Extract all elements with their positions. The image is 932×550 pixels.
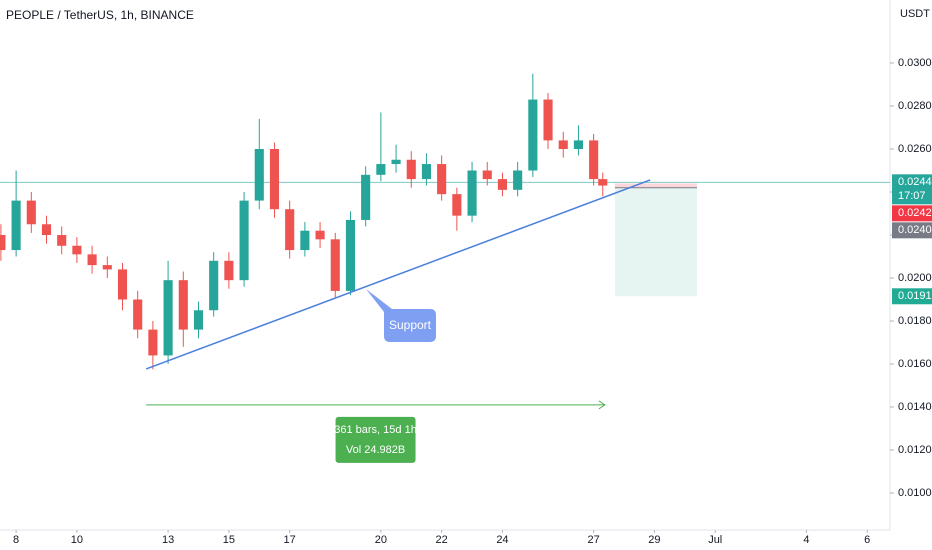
x-tick-label: 24: [496, 534, 508, 546]
candle-body: [285, 209, 295, 251]
candle-body: [57, 235, 67, 246]
x-tick-label: 20: [375, 534, 387, 546]
range-text: Vol 24.982B: [346, 444, 405, 456]
candle-body: [300, 230, 310, 251]
x-tick-label: 15: [223, 534, 235, 546]
x-tick-label: 8: [13, 534, 19, 546]
candle-body: [513, 170, 523, 190]
x-tick-label: 6: [864, 534, 870, 546]
candle-body: [193, 310, 204, 330]
candle-body: [26, 200, 36, 225]
candle-body: [406, 159, 416, 180]
candle-body: [315, 230, 325, 240]
candle-body: [148, 329, 158, 356]
candle-body: [87, 254, 97, 266]
candle-body: [497, 179, 508, 190]
candle-body: [361, 174, 371, 220]
price-label: 0.02445: [898, 176, 932, 188]
currency-label: USDT: [900, 8, 930, 20]
price-label-box: [892, 205, 932, 222]
x-tick-label: 10: [71, 534, 83, 546]
support-line: [145, 179, 651, 370]
price-label-box: [892, 174, 932, 205]
candle-body: [543, 99, 553, 141]
target-zone: [614, 187, 697, 297]
candle-body: [72, 245, 82, 255]
candle-body: [209, 260, 219, 311]
candle-body: [254, 149, 264, 201]
stop-zone: [614, 183, 697, 188]
candle-body: [452, 194, 462, 216]
candle-body: [528, 99, 538, 171]
candle-body: [269, 149, 280, 210]
candle-body: [558, 140, 568, 150]
candle-body: [437, 164, 447, 195]
price-label: 0.02404: [898, 224, 932, 236]
candle-body: [102, 265, 112, 270]
callout-box: [366, 289, 436, 342]
candle-body: [330, 239, 340, 291]
candle-body: [391, 159, 401, 165]
range-arrow: [598, 400, 606, 410]
price-label: 0.02429: [898, 207, 932, 219]
callout-text: Support: [389, 318, 432, 332]
x-tick-label: 4: [803, 534, 809, 546]
chart-title: PEOPLE / TetherUS, 1h, BINANCE: [6, 8, 194, 22]
candle-body: [239, 200, 249, 281]
candle-body: [573, 140, 583, 150]
candle-body: [376, 164, 386, 175]
candle-body: [178, 280, 188, 330]
candle-body: [598, 179, 608, 186]
x-tick-label: 22: [436, 534, 448, 546]
candle-body: [117, 269, 128, 300]
range-box: [335, 416, 416, 463]
x-tick-label: 17: [284, 534, 296, 546]
x-tick-label: 27: [588, 534, 600, 546]
x-tick-label: 13: [162, 534, 174, 546]
candle-body: [133, 299, 143, 330]
x-tick-label: Jul: [708, 534, 722, 546]
price-label-box: [892, 222, 932, 239]
candle-body: [163, 280, 173, 356]
candle-body: [421, 164, 432, 180]
price-label-box: [892, 288, 932, 305]
candle-body: [467, 170, 477, 216]
price-label: 0.01915: [898, 290, 932, 302]
range-text: 361 bars, 15d 1h: [334, 424, 417, 436]
candle-body: [589, 140, 599, 180]
candle-body: [224, 260, 234, 281]
y-tick-label: 0.03000: [898, 57, 932, 69]
candle-body: [345, 219, 356, 291]
candle-body: [482, 170, 492, 180]
candle-body: [41, 224, 52, 236]
candle-body: [0, 235, 6, 251]
x-tick-label: 29: [648, 534, 660, 546]
candle-body: [11, 200, 21, 251]
price-label-sub: 17:07: [898, 190, 926, 202]
